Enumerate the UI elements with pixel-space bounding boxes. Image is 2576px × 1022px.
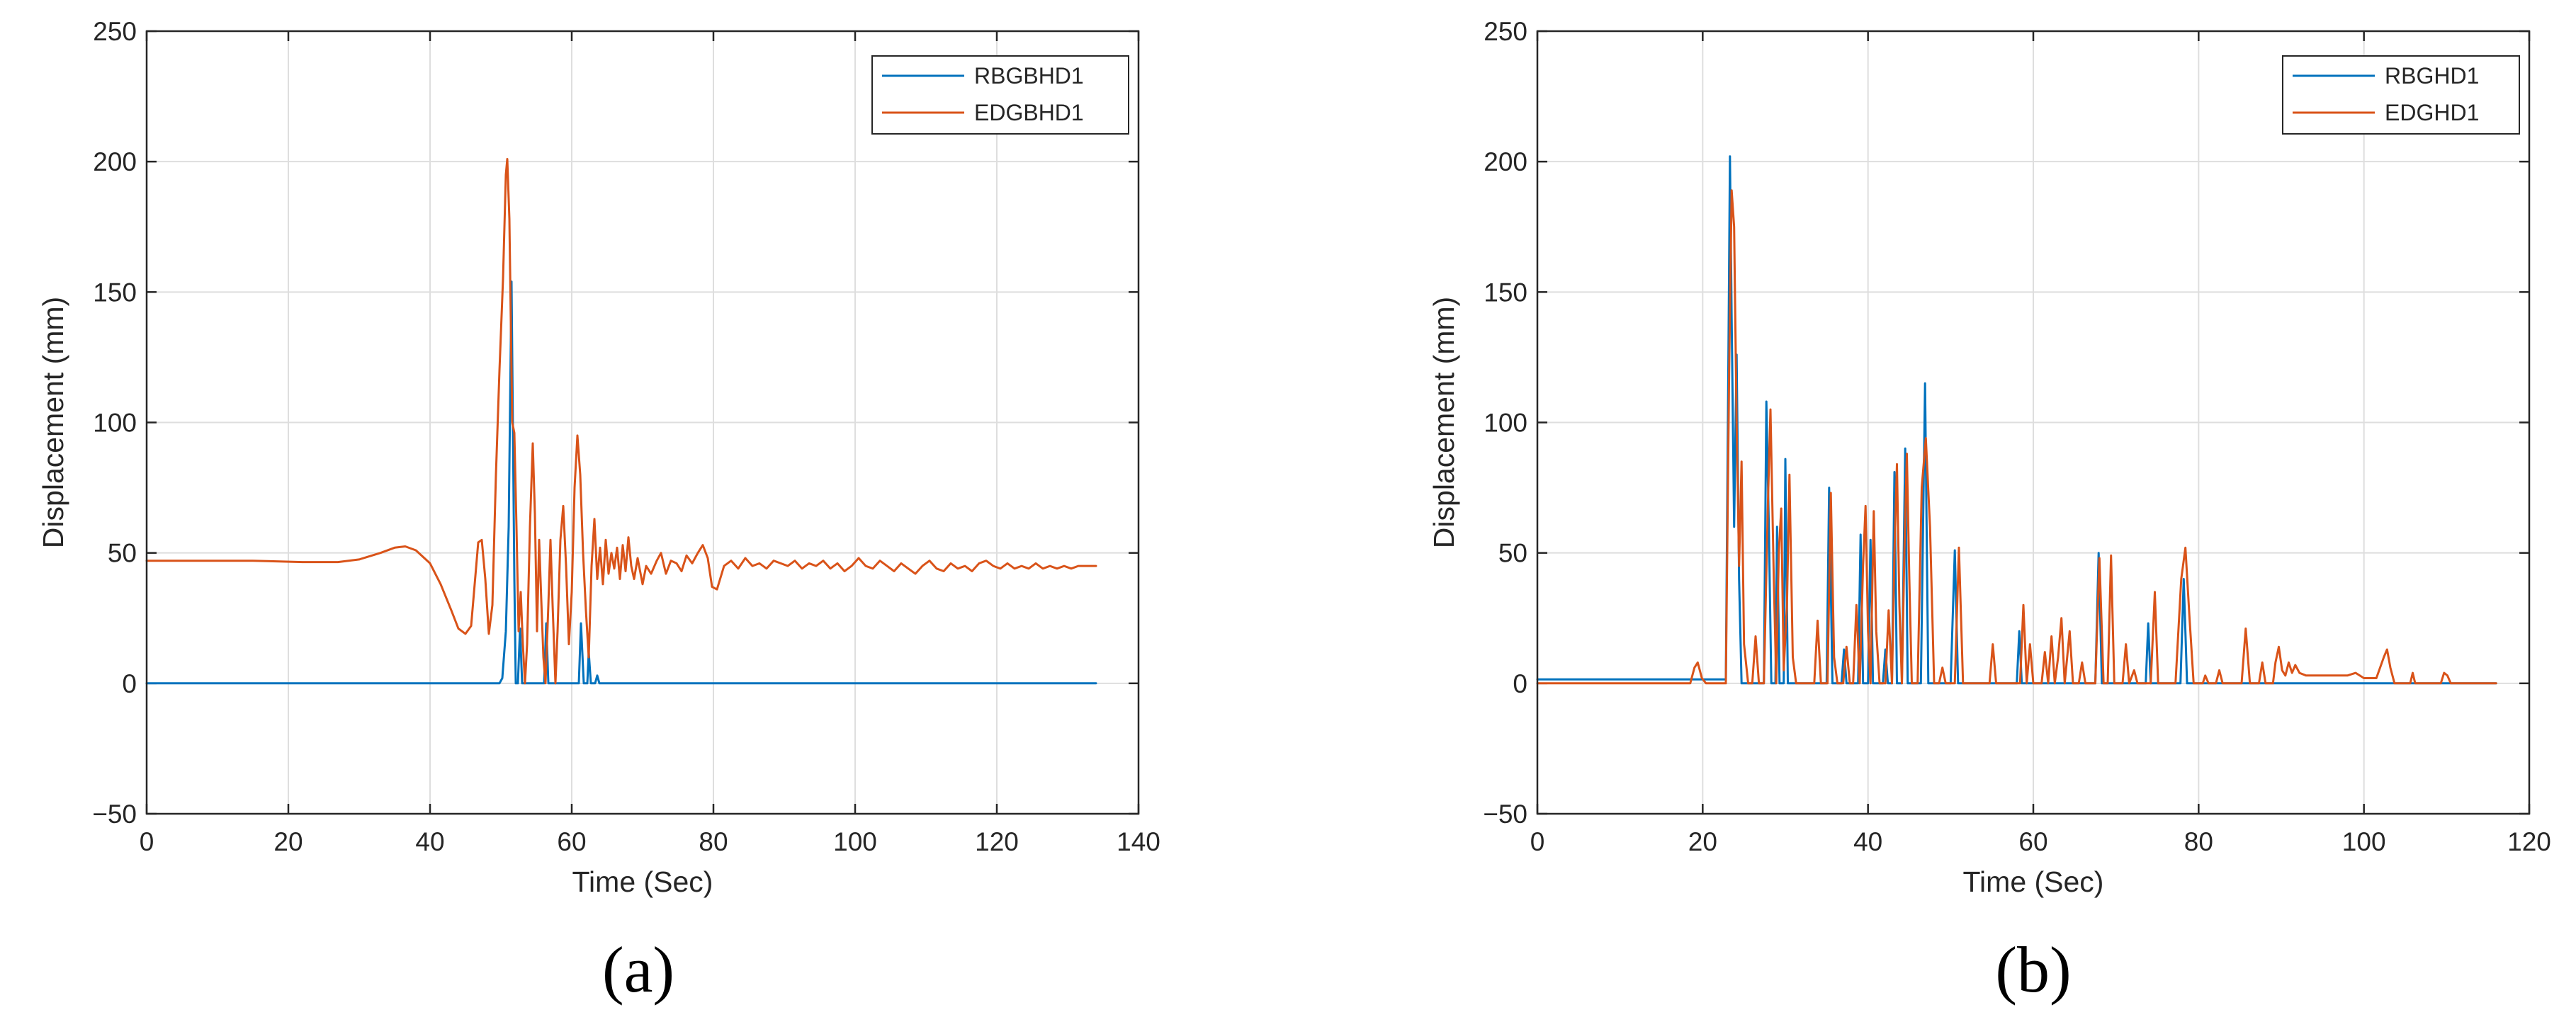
legend-label: RBGHD1 (2385, 63, 2479, 89)
x-tick-label: 80 (699, 827, 728, 856)
x-tick-label: 0 (1530, 827, 1545, 856)
legend: RBGBHD1 EDGBHD1 (871, 55, 1129, 135)
panel-label-a: (a) (602, 933, 674, 1006)
panel-label-b: (b) (1995, 933, 2071, 1006)
x-tick-label: 120 (2507, 827, 2551, 856)
y-tick-label: 100 (93, 409, 137, 438)
series-line-blue (145, 280, 1097, 685)
y-tick-label: 50 (1498, 539, 1527, 568)
x-tick-label: 60 (2018, 827, 2047, 856)
y-tick-label: 0 (122, 669, 137, 698)
y-tick-label: 150 (93, 278, 137, 307)
x-axis-label: Time (Sec) (1963, 865, 2104, 898)
legend-label: EDGBHD1 (974, 100, 1084, 125)
x-axis-label: Time (Sec) (572, 865, 713, 898)
y-tick-label: −50 (92, 800, 137, 829)
x-tick-label: 100 (833, 827, 877, 856)
series-line-orange (145, 158, 1097, 685)
legend: RBGHD1 EDGHD1 (2282, 55, 2520, 135)
axes-box (1536, 30, 2531, 815)
x-tick-label: 40 (415, 827, 444, 856)
y-axis-label: Displacement (mm) (1428, 297, 1460, 548)
legend-box (871, 55, 1129, 135)
legend-label: EDGHD1 (2385, 100, 2479, 125)
x-tick-label: 20 (273, 827, 303, 856)
x-tick-label: 120 (975, 827, 1019, 856)
grid-lines (145, 30, 1140, 815)
x-tick-label: 80 (2184, 827, 2213, 856)
y-tick-label: 250 (1484, 17, 1527, 46)
series-line-blue (1536, 155, 2497, 685)
legend-box (2282, 55, 2520, 135)
x-tick-label: 20 (1688, 827, 1717, 856)
y-tick-label: 200 (93, 147, 137, 176)
y-tick-label: 100 (1484, 409, 1527, 438)
axes-box (145, 30, 1140, 815)
series-lines (1536, 155, 2497, 685)
y-tick-label: 250 (93, 17, 137, 46)
grid-lines (1536, 30, 2531, 815)
x-tick-label: 40 (1853, 827, 1882, 856)
y-axis-label: Displacement (mm) (37, 297, 69, 548)
y-tick-label: 0 (1513, 669, 1527, 698)
x-tick-label: 0 (140, 827, 154, 856)
y-tick-label: 200 (1484, 147, 1527, 176)
series-lines (145, 158, 1097, 685)
legend-label: RBGBHD1 (974, 63, 1084, 89)
x-tick-label: 140 (1117, 827, 1160, 856)
series-line-orange (1536, 189, 2497, 685)
x-tick-label: 60 (557, 827, 586, 856)
x-tick-label: 100 (2342, 827, 2386, 856)
y-tick-label: 150 (1484, 278, 1527, 307)
y-tick-label: 50 (108, 539, 137, 568)
y-tick-label: −50 (1483, 800, 1527, 829)
